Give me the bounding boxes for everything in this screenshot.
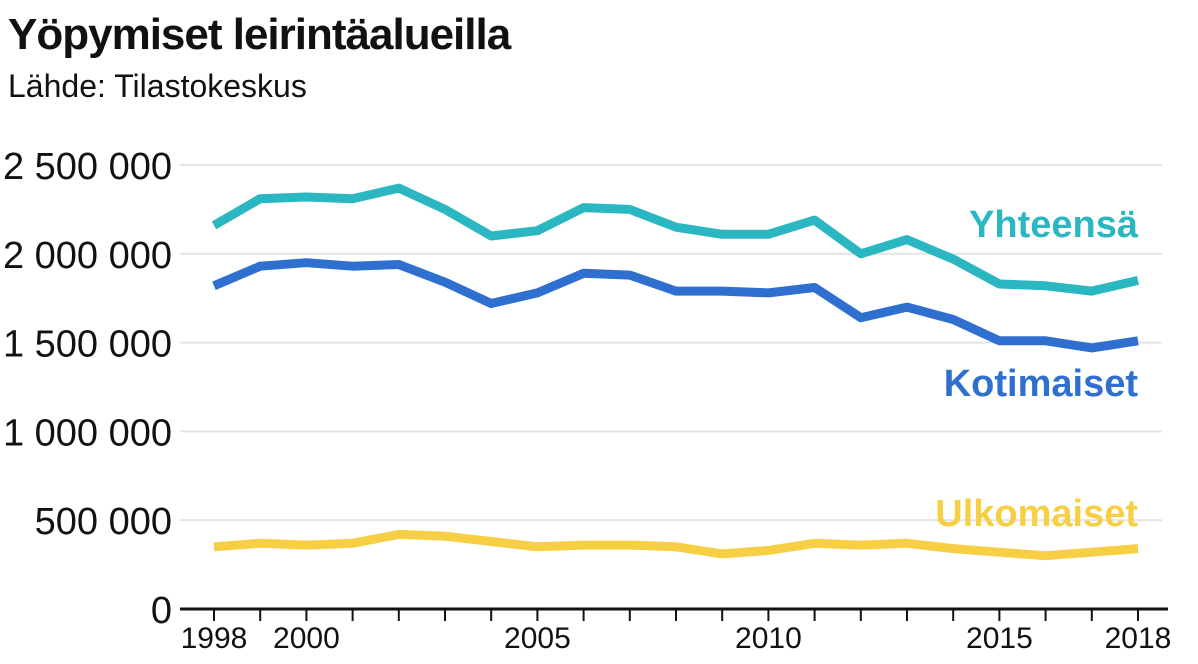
- x-tick-label: 2018: [1105, 622, 1172, 655]
- x-tick-label: 2010: [735, 622, 802, 655]
- y-tick-label: 500 000: [35, 501, 172, 543]
- chart-title: Yöpymiset leirintäalueilla: [8, 10, 511, 59]
- series-line: [211, 183, 1140, 296]
- y-tick-label: 1 000 000: [3, 412, 172, 454]
- x-tick-label: 1998: [181, 622, 248, 655]
- series-label: Kotimaiset: [944, 363, 1139, 405]
- x-tick-label: 2015: [966, 622, 1033, 655]
- series-labels: Yhteensä Kotimaiset Ulkomaiset: [935, 204, 1139, 535]
- y-tick-label: 2 500 000: [3, 146, 172, 188]
- series-line: [212, 258, 1139, 353]
- chart-subtitle: Lähde: Tilastokeskus: [8, 68, 307, 104]
- y-tick-label: 2 000 000: [3, 235, 172, 277]
- x-axis: 1998 2000 2005 2010 2015 2018: [180, 607, 1172, 655]
- series-lines: [211, 183, 1140, 561]
- series-line: [213, 529, 1139, 561]
- y-tick-label: 1 500 000: [3, 324, 172, 366]
- series-label: Ulkomaiset: [935, 493, 1138, 535]
- x-tick-label: 2000: [273, 622, 340, 655]
- y-tick-label: 0: [151, 590, 172, 632]
- x-tick-label: 2005: [504, 622, 571, 655]
- y-axis-labels: 0 500 000 1 000 000 1 500 000 2 000 000 2 500…: [3, 146, 172, 632]
- series-label: Yhteensä: [969, 204, 1139, 246]
